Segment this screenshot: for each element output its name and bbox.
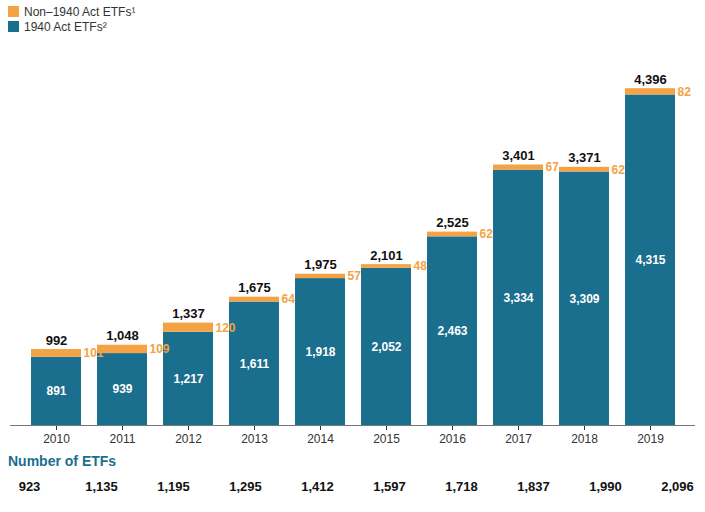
svg-text:2,096: 2,096 xyxy=(661,479,694,494)
svg-text:1,295: 1,295 xyxy=(229,479,262,494)
html-text:1940 Act ETFs²: 1940 Act ETFs² xyxy=(24,19,107,34)
svg-text:1,611: 1,611 xyxy=(240,357,270,371)
svg-text:62: 62 xyxy=(480,227,494,241)
svg-text:939: 939 xyxy=(112,382,132,396)
svg-text:120: 120 xyxy=(216,321,236,335)
svg-text:67: 67 xyxy=(546,160,560,174)
svg-text:2010: 2010 xyxy=(43,432,70,446)
svg-text:1,975: 1,975 xyxy=(304,257,337,272)
svg-text:2017: 2017 xyxy=(505,432,532,446)
svg-text:1,918: 1,918 xyxy=(305,345,335,359)
svg-text:1,135: 1,135 xyxy=(85,479,118,494)
svg-text:82: 82 xyxy=(678,85,692,99)
svg-text:1,048: 1,048 xyxy=(106,328,139,343)
svg-text:2,463: 2,463 xyxy=(437,324,467,338)
svg-text:923: 923 xyxy=(19,479,41,494)
svg-text:2,101: 2,101 xyxy=(370,248,403,263)
svg-text:1,412: 1,412 xyxy=(301,479,334,494)
svg-text:2019: 2019 xyxy=(637,432,664,446)
html-text:Number of ETFs: Number of ETFs xyxy=(8,453,117,469)
svg-text:48: 48 xyxy=(414,259,428,273)
svg-text:2,052: 2,052 xyxy=(371,340,401,354)
svg-text:3,401: 3,401 xyxy=(502,148,535,163)
svg-text:4,396: 4,396 xyxy=(634,72,667,87)
svg-text:891: 891 xyxy=(46,384,66,398)
svg-text:2011: 2011 xyxy=(110,432,136,446)
html-text:Non–1940 Act ETFs¹: Non–1940 Act ETFs¹ xyxy=(24,4,136,19)
svg-text:4,315: 4,315 xyxy=(635,253,665,267)
svg-text:57: 57 xyxy=(348,269,362,283)
svg-text:2015: 2015 xyxy=(373,432,400,446)
svg-text:1,217: 1,217 xyxy=(173,372,203,386)
svg-text:992: 992 xyxy=(46,333,68,348)
svg-text:3,309: 3,309 xyxy=(569,292,599,306)
svg-text:1,597: 1,597 xyxy=(373,479,406,494)
svg-text:1,337: 1,337 xyxy=(172,306,205,321)
svg-text:62: 62 xyxy=(612,163,626,177)
svg-text:1,837: 1,837 xyxy=(517,479,550,494)
svg-text:2016: 2016 xyxy=(439,432,466,446)
svg-text:1,990: 1,990 xyxy=(589,479,622,494)
svg-text:2014: 2014 xyxy=(307,432,334,446)
svg-text:2013: 2013 xyxy=(241,432,268,446)
svg-text:3,371: 3,371 xyxy=(568,150,601,165)
svg-text:2018: 2018 xyxy=(571,432,598,446)
svg-text:2,525: 2,525 xyxy=(436,215,469,230)
svg-text:109: 109 xyxy=(150,342,170,356)
svg-text:1,718: 1,718 xyxy=(445,479,478,494)
svg-text:2012: 2012 xyxy=(175,432,202,446)
svg-text:101: 101 xyxy=(84,346,104,360)
svg-text:3,334: 3,334 xyxy=(503,291,533,305)
svg-text:64: 64 xyxy=(282,292,296,306)
svg-text:1,675: 1,675 xyxy=(238,280,271,295)
svg-text:1,195: 1,195 xyxy=(157,479,190,494)
